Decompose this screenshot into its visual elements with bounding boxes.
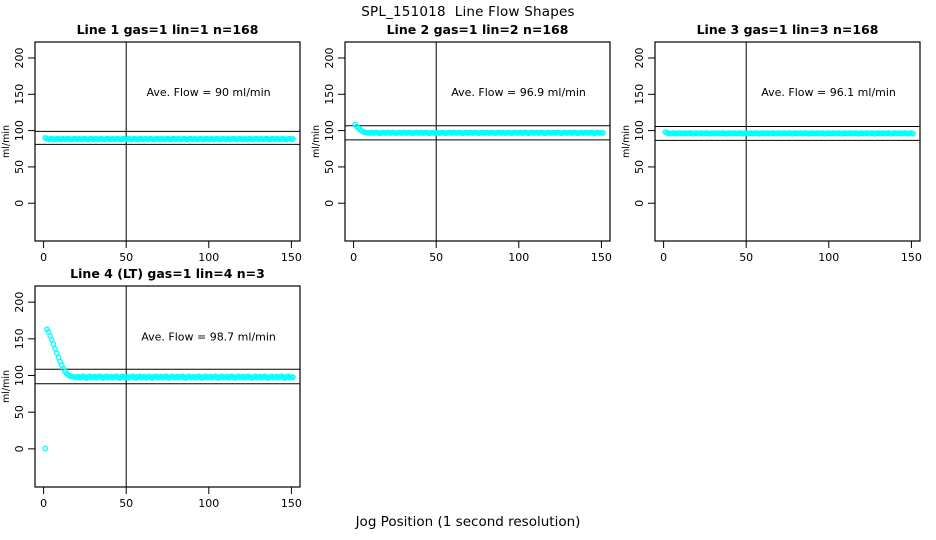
x-tick-label: 50 — [429, 251, 443, 264]
x-tick-label: 100 — [198, 497, 219, 510]
y-tick-label: 50 — [13, 405, 26, 419]
panel-title: Line 1 gas=1 lin=1 n=168 — [77, 22, 259, 37]
y-tick-label: 0 — [13, 445, 26, 452]
y-tick-label: 50 — [13, 160, 26, 174]
x-axis-label: Jog Position (1 second resolution) — [355, 514, 581, 530]
panel-4: 0 50 100 150 0 50 100 150 200 ml/min Line 4 (LT) g… — [1, 266, 302, 510]
data-points — [352, 121, 606, 137]
data-points — [42, 135, 296, 143]
x-tick-label: 50 — [119, 497, 133, 510]
ave-flow-annotation: Ave. Flow = 98.7 ml/min — [141, 330, 276, 343]
y-axis-label: ml/min — [311, 125, 322, 158]
y-axis-label: ml/min — [1, 370, 12, 403]
y-tick-label: 0 — [633, 200, 646, 207]
y-axis-label: ml/min — [621, 125, 632, 158]
panel-title: Line 4 (LT) gas=1 lin=4 n=3 — [70, 266, 265, 281]
y-tick-label: 50 — [323, 160, 336, 174]
y-tick-label: 50 — [633, 160, 646, 174]
x-tick-label: 0 — [350, 251, 357, 264]
x-tick-label: 0 — [660, 251, 667, 264]
x-tick-label: 100 — [818, 251, 839, 264]
y-tick-label: 0 — [323, 200, 336, 207]
x-tick-label: 50 — [119, 251, 133, 264]
plot-border — [344, 41, 611, 242]
y-tick-label: 100 — [13, 365, 26, 386]
ave-flow-annotation: Ave. Flow = 96.1 ml/min — [761, 86, 896, 99]
y-tick-label: 150 — [13, 84, 26, 105]
x-tick-label: 100 — [508, 251, 529, 264]
plot-border — [34, 41, 301, 242]
x-tick-label: 150 — [281, 497, 302, 510]
y-tick-label: 150 — [633, 84, 646, 105]
data-points — [662, 129, 916, 137]
y-tick-label: 200 — [633, 47, 646, 68]
panel-title: Line 2 gas=1 lin=2 n=168 — [387, 22, 569, 37]
y-tick-label: 100 — [323, 120, 336, 141]
y-tick-label: 200 — [13, 47, 26, 68]
x-tick-label: 100 — [198, 251, 219, 264]
ave-flow-annotation: Ave. Flow = 90 ml/min — [146, 86, 270, 99]
data-points — [42, 326, 296, 452]
y-tick-label: 150 — [323, 84, 336, 105]
panel-title: Line 3 gas=1 lin=3 n=168 — [697, 22, 879, 37]
x-tick-label: 150 — [901, 251, 922, 264]
x-tick-label: 0 — [40, 251, 47, 264]
x-tick-label: 50 — [739, 251, 753, 264]
ave-flow-annotation: Ave. Flow = 96.9 ml/min — [451, 86, 586, 99]
panel-3: 0 50 100 150 0 50 100 150 200 ml/min Line 3 gas=1 … — [621, 22, 922, 264]
x-tick-label: 0 — [40, 497, 47, 510]
x-tick-label: 150 — [591, 251, 612, 264]
plot-border — [34, 285, 301, 488]
y-tick-label: 200 — [323, 47, 336, 68]
panel-1: 0 50 100 150 0 50 100 150 200 ml/min Line 1 gas=1 … — [1, 22, 302, 264]
main-title: SPL_151018 Line Flow Shapes — [361, 4, 575, 20]
y-tick-label: 100 — [13, 120, 26, 141]
y-tick-label: 100 — [633, 120, 646, 141]
y-tick-label: 200 — [13, 292, 26, 313]
y-axis-label: ml/min — [1, 125, 12, 158]
panel-2: 0 50 100 150 0 50 100 150 200 ml/min Line 2 gas=1 … — [311, 22, 612, 264]
plot-border — [654, 41, 921, 242]
y-tick-label: 0 — [13, 200, 26, 207]
y-tick-label: 150 — [13, 328, 26, 349]
x-tick-label: 150 — [281, 251, 302, 264]
